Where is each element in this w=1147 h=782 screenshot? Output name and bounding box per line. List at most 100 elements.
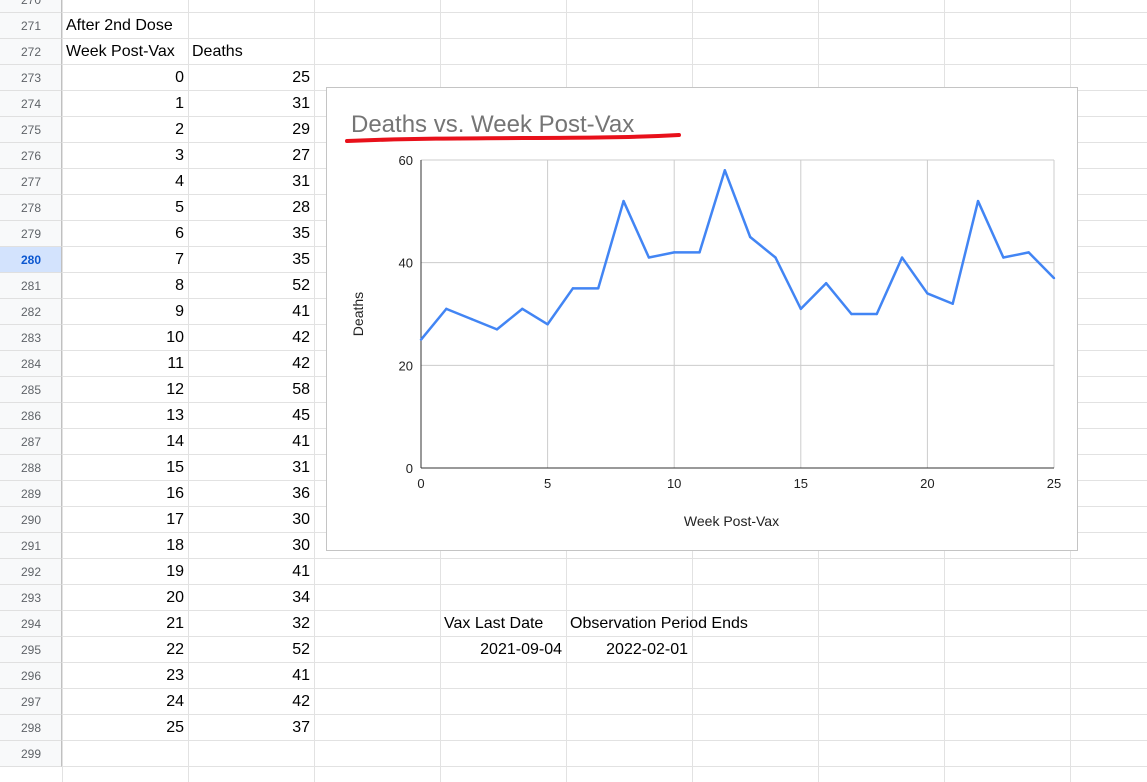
deaths-cell[interactable]: 35 [292, 251, 310, 268]
week-cell[interactable]: 17 [166, 511, 184, 528]
week-cell[interactable]: 9 [175, 303, 184, 320]
week-cell[interactable]: 4 [175, 173, 184, 190]
deaths-cell[interactable]: 58 [292, 381, 310, 398]
row-header[interactable]: 275 [0, 117, 62, 143]
row-header[interactable]: 280 [0, 247, 62, 273]
row-header[interactable]: 282 [0, 299, 62, 325]
x-tick-label: 15 [794, 476, 808, 491]
observation-end-value[interactable]: 2022-02-01 [606, 641, 688, 658]
week-cell[interactable]: 22 [166, 641, 184, 658]
week-cell[interactable]: 16 [166, 485, 184, 502]
row-header[interactable]: 296 [0, 663, 62, 689]
row-header[interactable]: 294 [0, 611, 62, 637]
week-cell[interactable]: 2 [175, 121, 184, 138]
row-header[interactable]: 279 [0, 221, 62, 247]
deaths-cell[interactable]: 30 [292, 537, 310, 554]
deaths-cell[interactable]: 41 [292, 433, 310, 450]
deaths-cell[interactable]: 41 [292, 667, 310, 684]
row-header[interactable]: 271 [0, 13, 62, 39]
deaths-cell[interactable]: 36 [292, 485, 310, 502]
row-header[interactable]: 281 [0, 273, 62, 299]
deaths-cell[interactable]: 31 [292, 173, 310, 190]
deaths-cell[interactable]: 35 [292, 225, 310, 242]
deaths-cell[interactable]: 25 [292, 69, 310, 86]
header-cell[interactable]: After 2nd Dose [66, 17, 173, 34]
header-cell[interactable]: Week Post-Vax [66, 43, 175, 60]
chart-title: Deaths vs. Week Post-Vax [351, 111, 634, 138]
row-header[interactable]: 276 [0, 143, 62, 169]
week-cell[interactable]: 7 [175, 251, 184, 268]
deaths-cell[interactable]: 37 [292, 719, 310, 736]
week-cell[interactable]: 13 [166, 407, 184, 424]
deaths-cell[interactable]: 29 [292, 121, 310, 138]
week-cell[interactable]: 24 [166, 693, 184, 710]
row-header[interactable]: 288 [0, 455, 62, 481]
deaths-cell[interactable]: 52 [292, 277, 310, 294]
deaths-cell[interactable]: 45 [292, 407, 310, 424]
row-header[interactable]: 285 [0, 377, 62, 403]
y-tick-label: 40 [399, 256, 413, 271]
observation-end-label[interactable]: Observation Period Ends [570, 615, 748, 632]
week-cell[interactable]: 20 [166, 589, 184, 606]
row-header[interactable]: 270 [0, 0, 62, 13]
header-cell[interactable]: Deaths [192, 43, 243, 60]
row-header[interactable]: 278 [0, 195, 62, 221]
deaths-cell[interactable]: 27 [292, 147, 310, 164]
week-cell[interactable]: 3 [175, 147, 184, 164]
row-header[interactable]: 283 [0, 325, 62, 351]
row-header[interactable]: 272 [0, 39, 62, 65]
deaths-cell[interactable]: 41 [292, 303, 310, 320]
deaths-cell[interactable]: 42 [292, 693, 310, 710]
row-header[interactable]: 290 [0, 507, 62, 533]
deaths-cell[interactable]: 28 [292, 199, 310, 216]
week-cell[interactable]: 18 [166, 537, 184, 554]
row-header[interactable]: 299 [0, 741, 62, 767]
week-cell[interactable]: 15 [166, 459, 184, 476]
row-header[interactable]: 289 [0, 481, 62, 507]
week-cell[interactable]: 1 [175, 95, 184, 112]
row-header[interactable]: 295 [0, 637, 62, 663]
deaths-cell[interactable]: 32 [292, 615, 310, 632]
row-header[interactable]: 291 [0, 533, 62, 559]
row-header[interactable]: 287 [0, 429, 62, 455]
week-cell[interactable]: 19 [166, 563, 184, 580]
week-cell[interactable]: 12 [166, 381, 184, 398]
week-cell[interactable]: 25 [166, 719, 184, 736]
data-point [951, 302, 954, 305]
row-header[interactable]: 298 [0, 715, 62, 741]
week-cell[interactable]: 10 [166, 329, 184, 346]
data-point [875, 312, 878, 316]
week-cell[interactable]: 11 [167, 355, 184, 372]
week-cell[interactable]: 6 [175, 225, 184, 242]
deaths-cell[interactable]: 52 [292, 641, 310, 658]
row-header[interactable]: 284 [0, 351, 62, 377]
row-header[interactable]: 297 [0, 689, 62, 715]
deaths-cell[interactable]: 34 [292, 589, 310, 606]
row-header[interactable]: 293 [0, 585, 62, 611]
deaths-cell[interactable]: 41 [292, 563, 310, 580]
deaths-cell[interactable]: 31 [292, 95, 310, 112]
deaths-cell[interactable]: 30 [292, 511, 310, 528]
row-header[interactable]: 274 [0, 91, 62, 117]
week-cell[interactable]: 8 [175, 277, 184, 294]
y-tick-label: 60 [399, 153, 413, 168]
deaths-cell[interactable]: 42 [292, 355, 310, 372]
row-header[interactable]: 277 [0, 169, 62, 195]
data-point [419, 338, 423, 341]
deaths-cell[interactable]: 42 [292, 329, 310, 346]
week-cell[interactable]: 23 [166, 667, 184, 684]
series-line [420, 169, 1055, 341]
vax-last-date-label[interactable]: Vax Last Date [444, 615, 544, 632]
week-cell[interactable]: 5 [175, 199, 184, 216]
row-gridline [62, 714, 1147, 715]
vax-last-date-value[interactable]: 2021-09-04 [480, 641, 562, 658]
embedded-chart[interactable]: Deaths vs. Week Post-Vax 0 20 40 60 0 5 10 15 20 2… [326, 87, 1078, 551]
week-cell[interactable]: 14 [166, 433, 184, 450]
row-header[interactable]: 273 [0, 65, 62, 91]
week-cell[interactable]: 0 [175, 69, 184, 86]
deaths-cell[interactable]: 31 [292, 459, 310, 476]
row-header[interactable]: 286 [0, 403, 62, 429]
row-gridline [62, 636, 1147, 637]
week-cell[interactable]: 21 [166, 615, 184, 632]
row-header[interactable]: 292 [0, 559, 62, 585]
